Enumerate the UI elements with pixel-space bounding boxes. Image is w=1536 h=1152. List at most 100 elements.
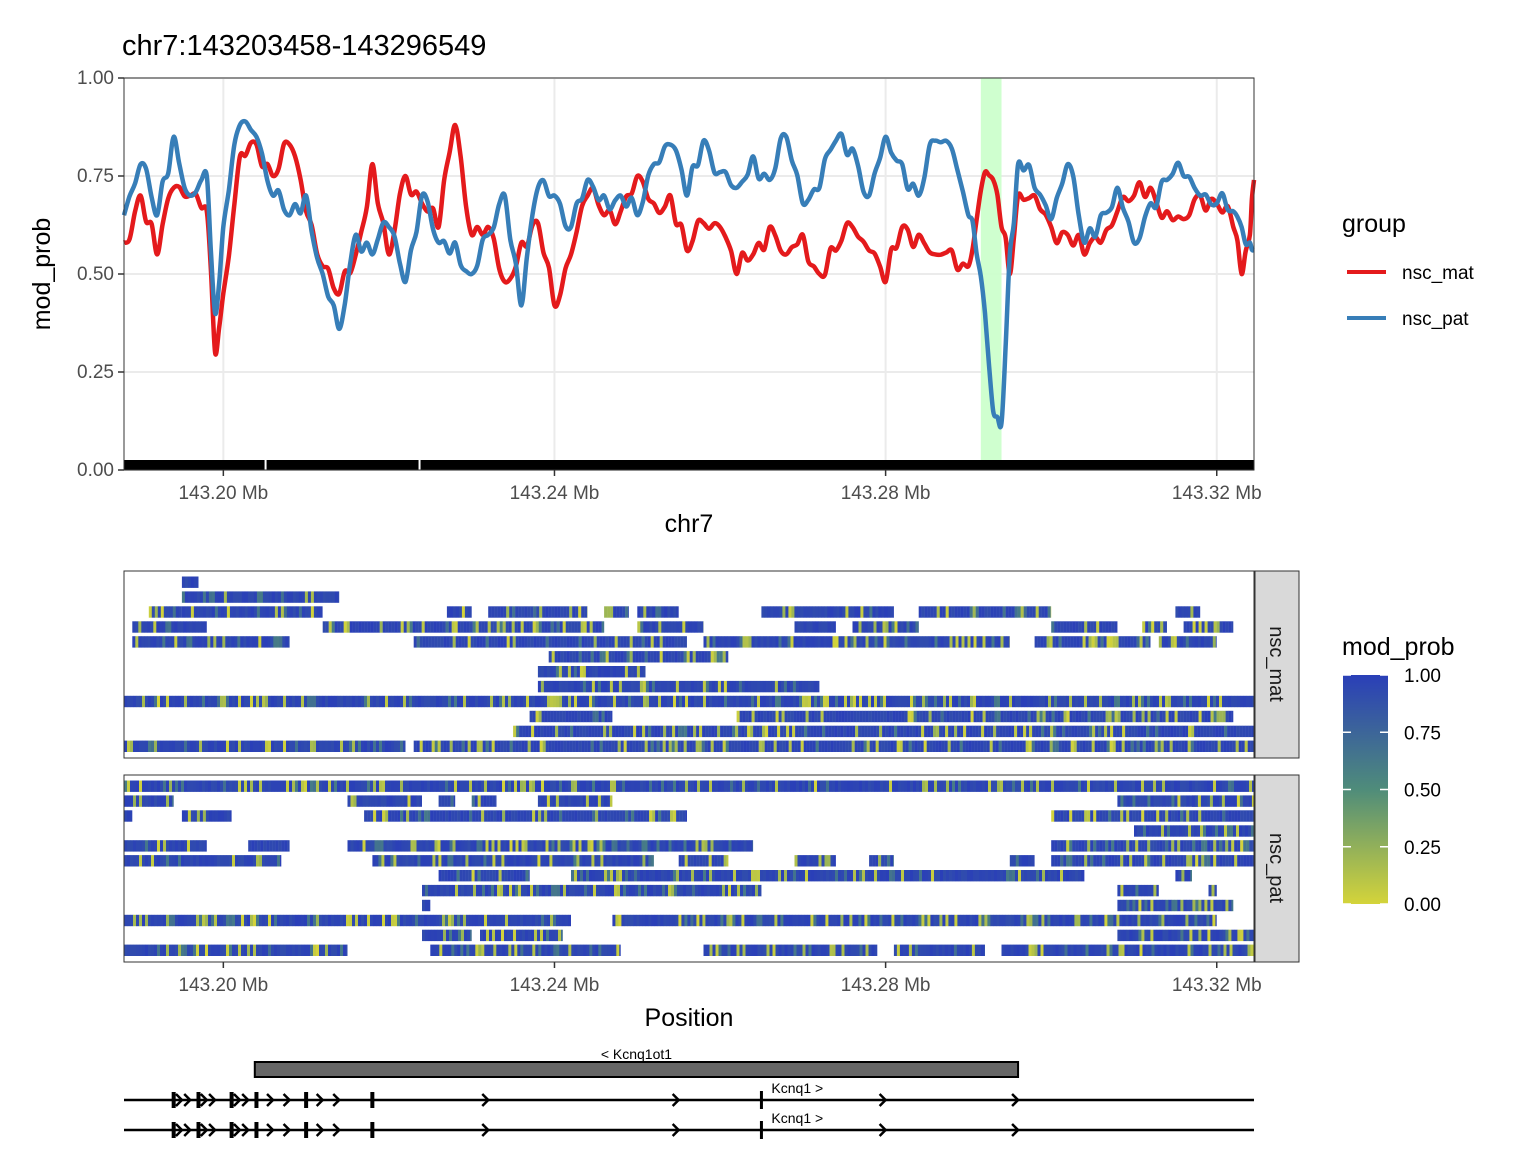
cpg-cell <box>175 855 179 867</box>
cpg-cell <box>585 680 590 693</box>
cpg-cell <box>465 855 469 867</box>
cpg-cell <box>923 740 927 752</box>
cpg-cell <box>552 855 556 867</box>
cpg-cell <box>601 810 605 822</box>
cpg-cell <box>573 795 578 807</box>
cpg-cell <box>1219 710 1223 723</box>
cpg-cell <box>276 636 280 648</box>
cpg-cell <box>1231 710 1234 723</box>
cpg-cell <box>589 780 593 792</box>
cpg-cell <box>1025 944 1029 956</box>
cpg-cell <box>614 740 618 752</box>
cpg-cell <box>691 780 695 792</box>
cpg-cell <box>1017 725 1021 738</box>
cpg-cell <box>1080 914 1084 927</box>
cpg-cell <box>370 810 374 822</box>
cpg-cell <box>694 780 698 792</box>
cpg-cell <box>217 855 221 867</box>
cpg-cell <box>797 740 801 752</box>
cpg-cell <box>310 606 315 618</box>
cpg-cell <box>1229 740 1233 752</box>
cpg-cell <box>878 740 882 752</box>
cpg-cell <box>582 795 587 807</box>
cpg-cell <box>1204 899 1208 912</box>
cpg-cell <box>748 780 752 792</box>
cpg-cell <box>1082 636 1086 648</box>
cpg-cell <box>930 725 934 738</box>
cpg-cell <box>466 810 470 822</box>
cpg-cell <box>1022 944 1026 956</box>
cpg-cell <box>587 840 591 852</box>
cpg-cell <box>1040 636 1044 648</box>
cpg-cell <box>710 651 714 663</box>
cpg-cell <box>1087 710 1091 723</box>
cpg-cell <box>581 840 585 852</box>
cpg-cell <box>1237 840 1241 852</box>
cpg-cell <box>1219 929 1223 942</box>
read-nsc-pat-2-3 <box>1051 810 1254 822</box>
cpg-cell <box>1080 725 1084 738</box>
cpg-cell <box>1068 725 1072 738</box>
cpg-cell <box>488 636 492 648</box>
cpg-cell <box>704 884 708 897</box>
cpg-cell <box>1166 944 1170 956</box>
cpg-cell <box>1069 621 1073 633</box>
cpg-cell <box>238 855 242 867</box>
cpg-cell <box>1173 636 1177 648</box>
cpg-cell <box>1112 944 1116 956</box>
cpg-cell <box>448 780 452 792</box>
cpg-cell <box>483 929 487 942</box>
cpg-cell <box>572 636 576 648</box>
colorbar-tick-label-3: 0.75 <box>1404 723 1441 744</box>
cpg-cell <box>247 740 251 752</box>
cpg-cell <box>460 621 464 633</box>
cpg-cell <box>1203 825 1207 837</box>
cpg-cell <box>1068 914 1072 927</box>
gene-kcnq1-arrow-1-19 <box>878 1123 888 1137</box>
cpg-cell <box>841 636 845 648</box>
cpg-cell <box>641 740 645 752</box>
cpg-cell <box>1075 710 1079 723</box>
cpg-cell <box>917 944 922 956</box>
cpg-cell <box>298 914 302 927</box>
cpg-cell <box>985 870 989 882</box>
cpg-cell <box>787 710 791 723</box>
cpg-cell <box>668 840 672 852</box>
cpg-cell <box>1176 825 1180 837</box>
cpg-cell <box>229 606 234 618</box>
cpg-cell <box>661 695 665 708</box>
cpg-cell <box>949 710 953 723</box>
cpg-cell <box>478 914 482 927</box>
cpg-cell <box>193 810 198 822</box>
cpg-cell <box>985 710 989 723</box>
cpg-cell <box>676 695 680 708</box>
cpg-cell <box>1235 740 1239 752</box>
cpg-cell <box>394 621 398 633</box>
cpg-cell <box>235 695 239 708</box>
cpg-cell <box>730 636 734 648</box>
cpg-cell <box>440 840 444 852</box>
cpg-cell <box>700 780 704 792</box>
cpg-cell <box>861 621 865 633</box>
cpg-cell <box>1213 810 1217 822</box>
cpg-cell <box>817 695 821 708</box>
cpg-cell <box>977 740 981 752</box>
cpg-cell <box>582 855 586 867</box>
cpg-cell <box>139 855 143 867</box>
cpg-cell <box>544 914 548 927</box>
cpg-cell <box>540 725 544 738</box>
cpg-cell <box>283 740 287 752</box>
cpg-cell <box>689 884 693 897</box>
cpg-cell <box>1162 899 1166 912</box>
cpg-cell <box>1226 944 1230 956</box>
cpg-cell <box>796 710 800 723</box>
cpg-cell <box>793 780 797 792</box>
cpg-cell <box>1114 695 1118 708</box>
cpg-cell <box>1176 636 1180 648</box>
cpg-cell <box>508 810 512 822</box>
cpg-cell <box>461 740 465 752</box>
cpg-cell <box>805 944 809 956</box>
cpg-cell <box>1042 695 1046 708</box>
cpg-cell <box>862 636 866 648</box>
cpg-cell <box>454 780 458 792</box>
